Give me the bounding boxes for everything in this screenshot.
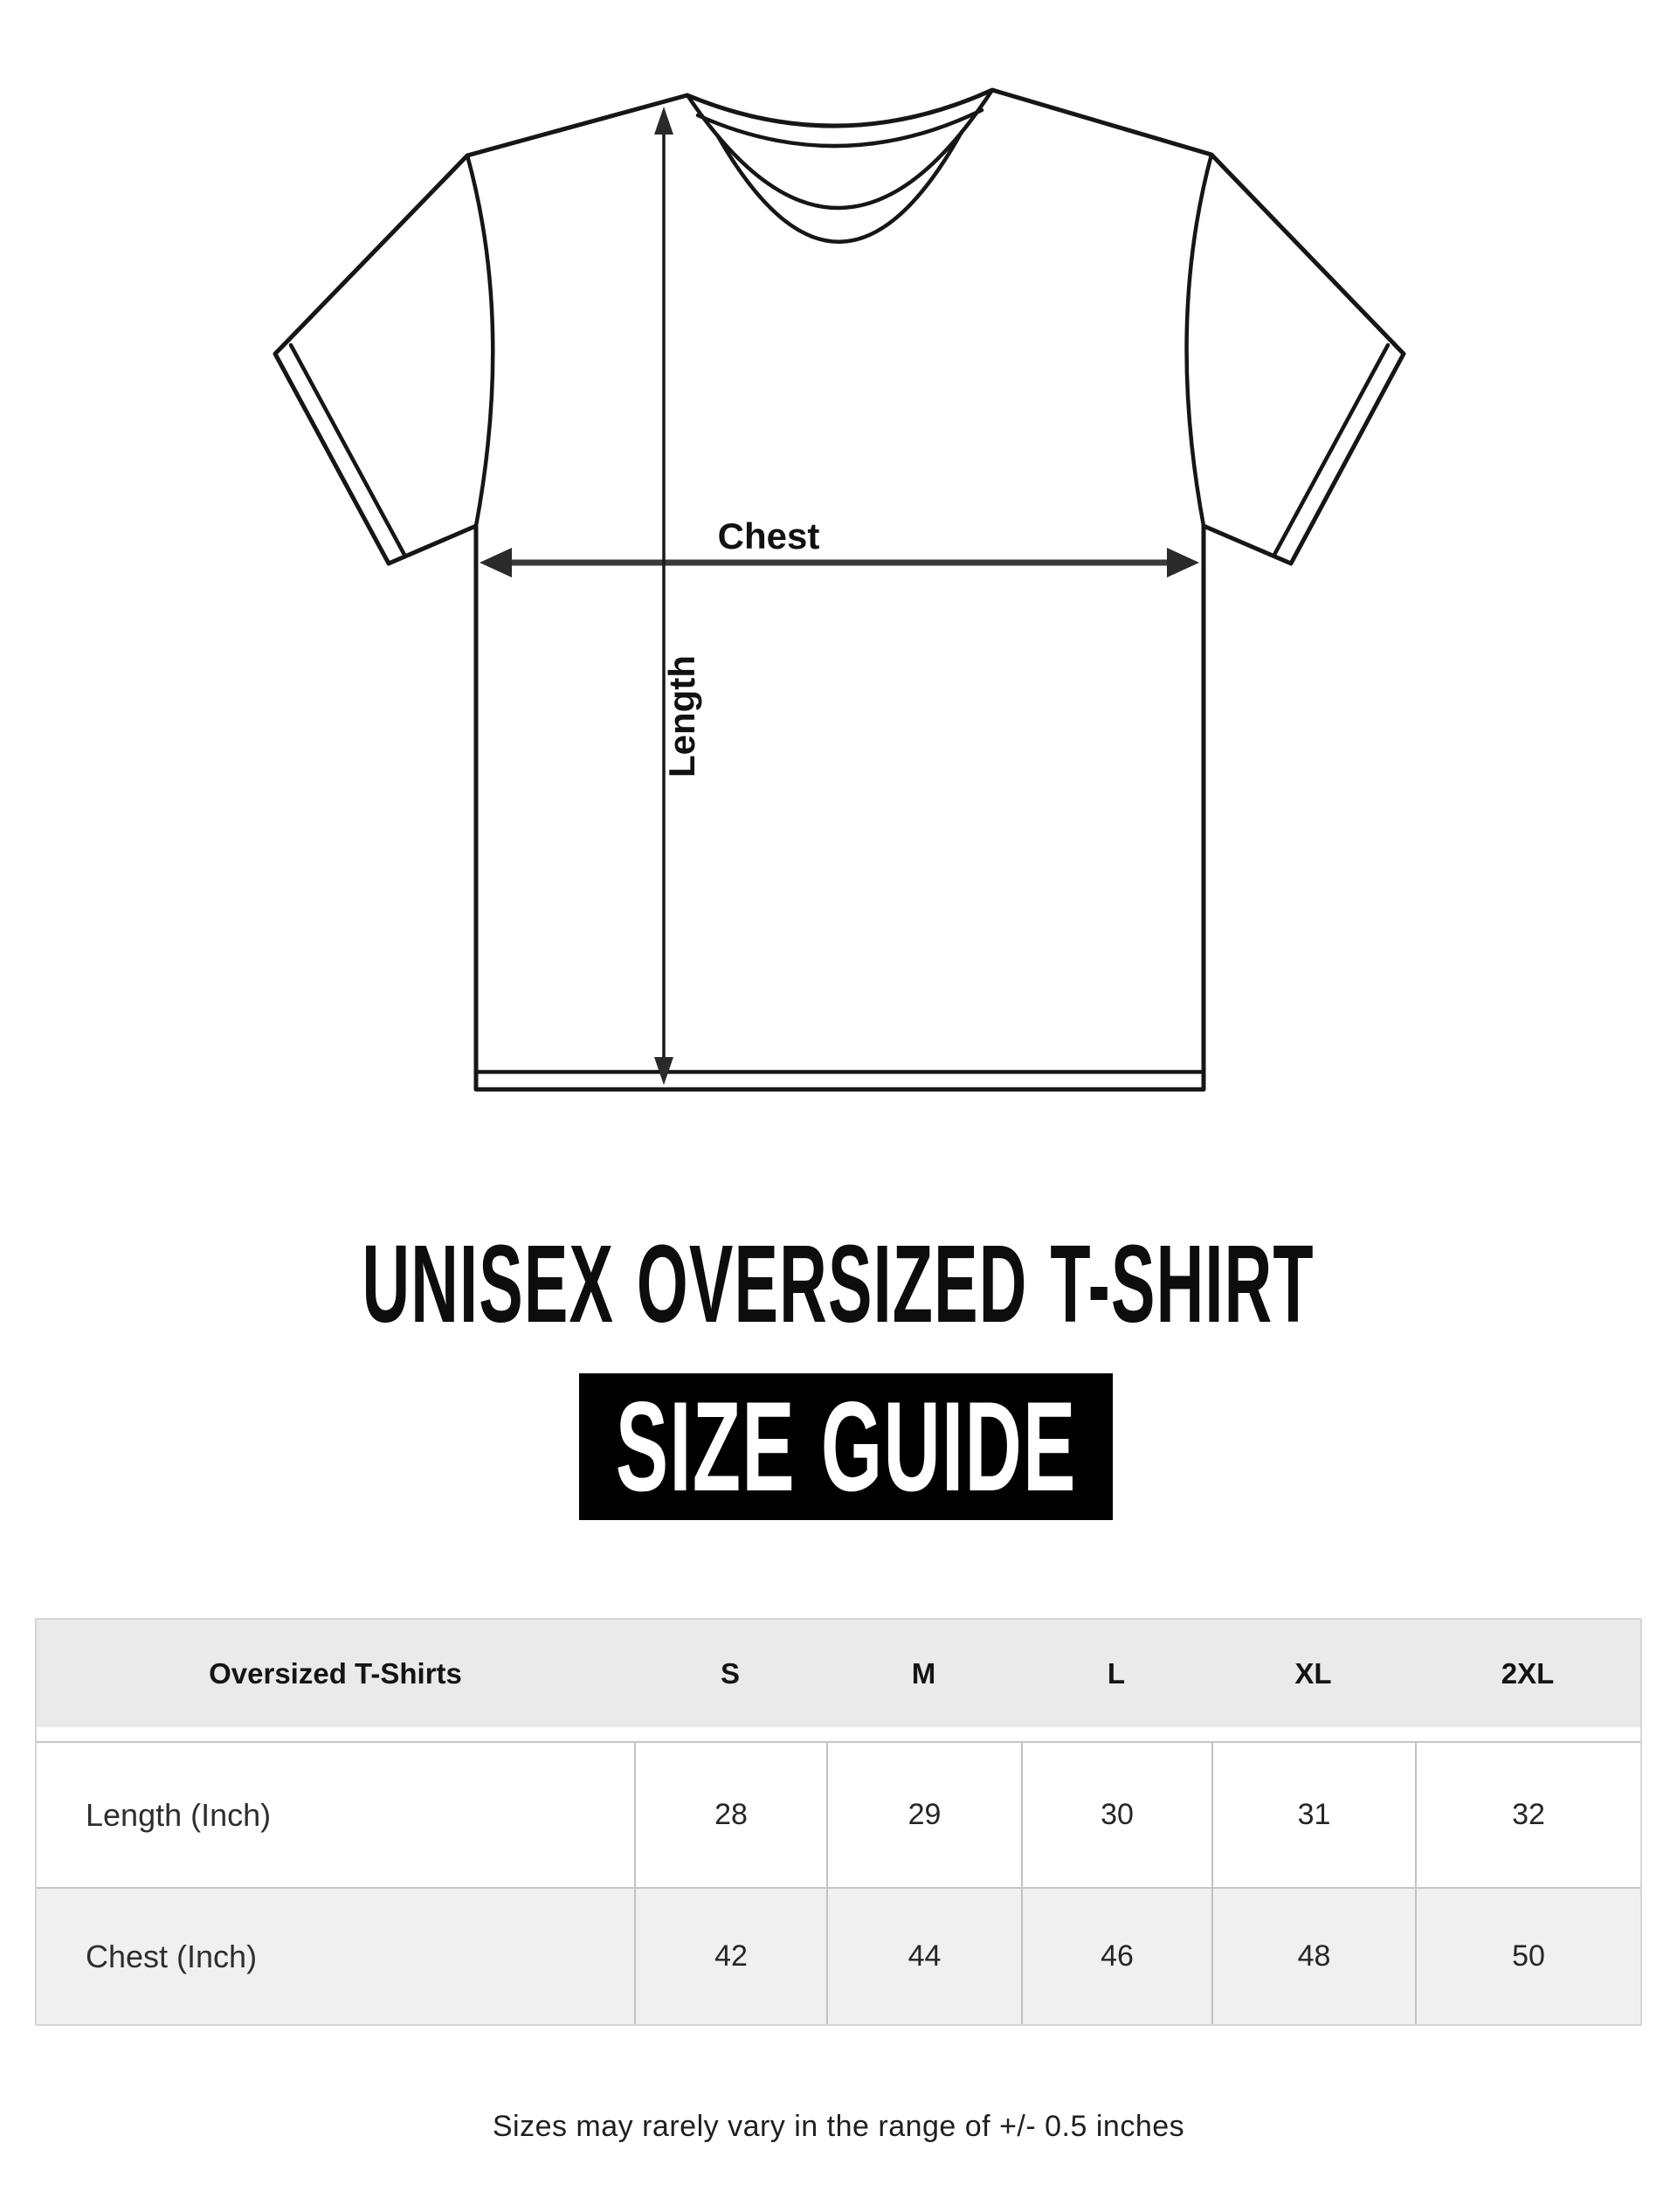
table-row-chest: Chest (Inch) 42 44 46 48 50: [37, 1887, 1640, 2024]
size-guide-badge-text: SIZE GUIDE: [615, 1375, 1077, 1517]
tshirt-diagram: Chest Length: [253, 61, 1424, 1096]
length-value-s: 28: [634, 1743, 826, 1887]
size-table-header-row: Oversized T-Shirts S M L XL 2XL: [37, 1620, 1640, 1727]
length-value-l: 30: [1021, 1743, 1211, 1887]
size-table: Oversized T-Shirts S M L XL 2XL Length (…: [35, 1618, 1642, 2026]
chest-value-l: 46: [1021, 1889, 1211, 2024]
length-value-m: 29: [826, 1743, 1021, 1887]
right-cuff-band-line: [1272, 342, 1391, 557]
chest-value-s: 42: [634, 1889, 826, 2024]
header-size-xl: XL: [1294, 1656, 1332, 1690]
collar-front-inner-line: [715, 129, 964, 244]
left-armhole-seam: [465, 153, 495, 529]
footer-note: Sizes may rarely vary in the range of +/…: [492, 2109, 1185, 2143]
chest-row-label: Chest (Inch): [86, 1938, 258, 1974]
chest-value-xl: 48: [1211, 1889, 1415, 2024]
chest-label: Chest: [718, 515, 820, 556]
chest-value-2xl: 50: [1415, 1889, 1640, 2024]
length-label: Length: [661, 655, 702, 778]
header-size-m: M: [911, 1656, 936, 1690]
length-measure-arrow: [654, 107, 673, 1085]
page-title: UNISEX OVERSIZED T-SHIRT: [0, 1221, 1677, 1345]
size-guide-badge: SIZE GUIDE: [579, 1373, 1113, 1520]
header-size-l: L: [1107, 1656, 1126, 1690]
length-value-2xl: 32: [1415, 1743, 1640, 1887]
header-product-label: Oversized T-Shirts: [209, 1656, 462, 1690]
length-row-label: Length (Inch): [86, 1796, 272, 1833]
chest-measure-arrow: [480, 548, 1199, 577]
header-size-s: S: [720, 1656, 740, 1690]
page-title-text: UNISEX OVERSIZED T-SHIRT: [362, 1221, 1315, 1345]
tshirt-outline: [273, 87, 1406, 1092]
right-armhole-seam: [1184, 152, 1214, 529]
table-header-gap: [37, 1727, 1640, 1741]
left-cuff-band-line: [288, 342, 407, 557]
tshirt-diagram-svg: Chest Length: [273, 87, 1406, 1092]
header-size-2xl: 2XL: [1501, 1656, 1555, 1690]
length-value-xl: 31: [1211, 1743, 1415, 1887]
chest-value-m: 44: [826, 1889, 1021, 2024]
table-row-length: Length (Inch) 28 29 30 31 32: [37, 1741, 1640, 1887]
collar-front-outer-line: [685, 87, 995, 211]
collar-back-inner-line: [695, 107, 984, 149]
